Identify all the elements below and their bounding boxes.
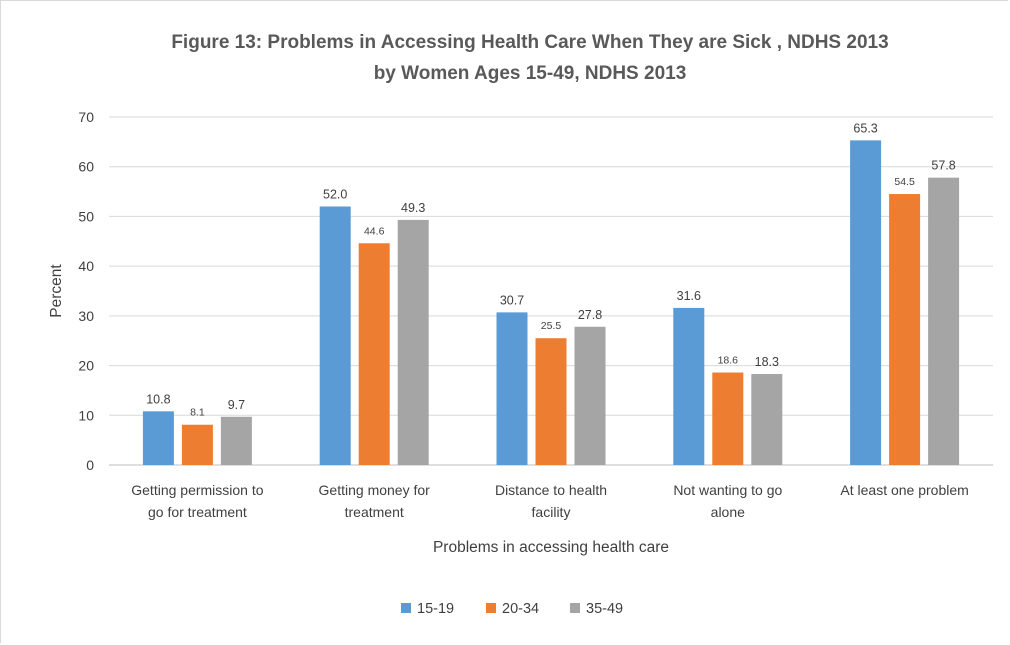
bar [928, 177, 960, 465]
bar [712, 372, 744, 465]
chart-title-line-1: Figure 13: Problems in Accessing Health … [171, 32, 888, 53]
bar [397, 219, 429, 465]
bar [673, 307, 705, 465]
y-tick-label: 0 [86, 457, 94, 473]
bar-value-label: 9.7 [228, 398, 245, 412]
legend-swatch [570, 603, 580, 613]
bar [319, 206, 351, 465]
bar-value-label: 27.8 [578, 308, 602, 322]
y-axis-title: Percent [48, 264, 65, 318]
bar-value-label: 65.3 [853, 121, 877, 135]
bar-value-label: 25.5 [541, 320, 562, 332]
legend-label: 35-49 [586, 601, 623, 617]
legend-label: 15-19 [417, 601, 454, 617]
bar [889, 194, 921, 466]
x-category-label: go for treatment [148, 504, 247, 520]
chart-title-line-2: by Women Ages 15-49, NDHS 2013 [374, 63, 687, 84]
x-category-label: facility [532, 504, 571, 520]
bar-value-label: 18.3 [755, 355, 779, 369]
bar [181, 424, 213, 465]
bar-value-label: 31.6 [677, 289, 701, 303]
bar-value-label: 18.6 [718, 355, 739, 367]
x-category-label: Getting money for [319, 482, 431, 498]
x-category-label: alone [711, 504, 745, 520]
bar-value-label: 8.1 [190, 407, 205, 419]
y-tick-label: 70 [78, 109, 94, 125]
x-category-label: treatment [345, 504, 404, 520]
x-category-label: Not wanting to go [673, 482, 782, 498]
x-category-label: Getting permission to [131, 482, 263, 498]
legend-swatch [486, 603, 496, 613]
y-tick-label: 20 [78, 358, 94, 374]
bar [535, 338, 567, 465]
bar [496, 312, 528, 465]
bar-value-label: 49.3 [401, 201, 425, 215]
legend-swatch [401, 603, 411, 613]
legend-label: 20-34 [502, 601, 539, 617]
x-category-label: At least one problem [840, 482, 968, 498]
bar [358, 243, 390, 465]
x-axis-title: Problems in accessing health care [433, 539, 669, 556]
bar-value-label: 57.8 [931, 159, 955, 173]
bar [751, 374, 783, 465]
bar [850, 140, 882, 465]
bar-value-label: 54.5 [894, 176, 915, 188]
bar-value-label: 44.6 [364, 225, 385, 237]
y-tick-label: 60 [78, 159, 94, 175]
y-tick-label: 40 [78, 258, 94, 274]
bar-value-label: 10.8 [146, 392, 170, 406]
bar-value-label: 52.0 [323, 187, 347, 201]
y-tick-label: 30 [78, 308, 94, 324]
bar [142, 411, 174, 465]
bar [574, 326, 606, 465]
y-tick-label: 10 [78, 407, 94, 423]
bar [220, 416, 252, 465]
x-category-label: Distance to health [495, 482, 607, 498]
y-tick-label: 50 [78, 208, 94, 224]
bar-value-label: 30.7 [500, 293, 524, 307]
